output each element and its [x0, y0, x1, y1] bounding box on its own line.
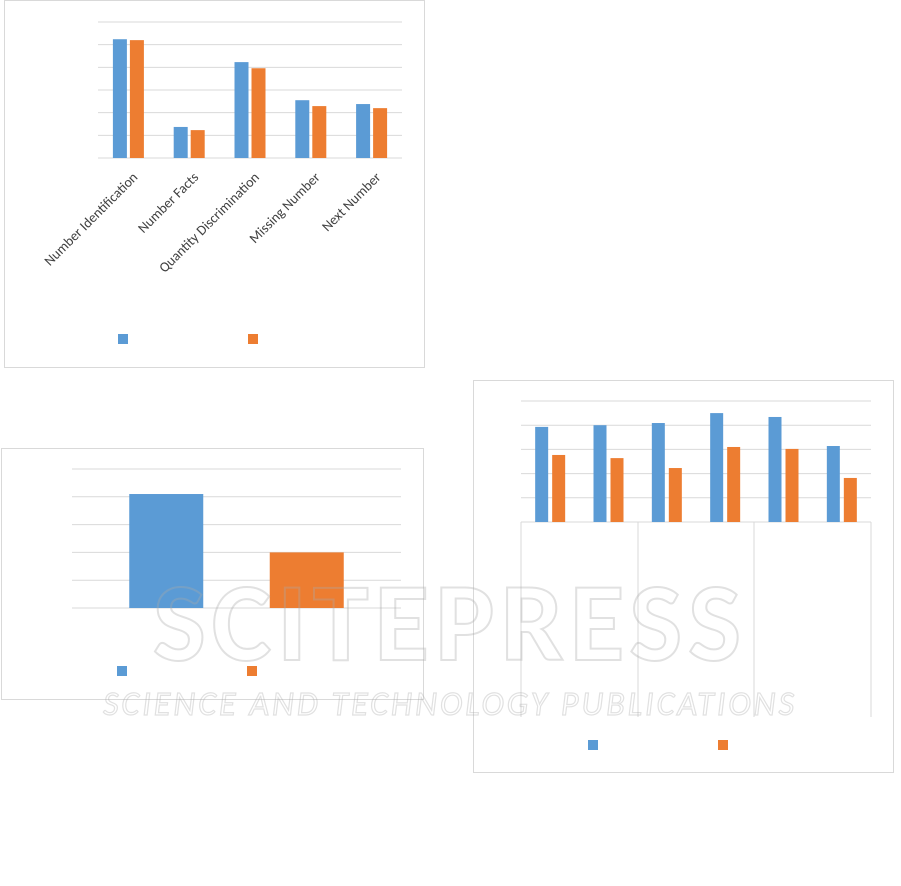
bar	[610, 458, 624, 522]
bar	[668, 468, 682, 522]
bar	[593, 425, 607, 522]
bar	[112, 39, 127, 158]
bar	[535, 426, 549, 522]
watermark: SCITEPRESS SCIENCE AND TECHNOLOGY PUBLIC…	[102, 553, 797, 726]
bar	[251, 68, 266, 158]
bar	[651, 423, 665, 522]
bar	[710, 413, 724, 522]
bar	[785, 448, 799, 522]
chart-frame	[4, 0, 425, 368]
bar	[768, 416, 782, 522]
bar	[552, 454, 566, 522]
legend-swatch	[248, 334, 258, 344]
bar	[129, 494, 204, 608]
chart-frame	[1, 448, 424, 700]
bar	[129, 40, 144, 159]
bar	[356, 104, 371, 158]
bar	[190, 130, 205, 158]
legend-swatch	[588, 740, 598, 750]
bar	[826, 446, 840, 522]
bar	[295, 100, 310, 158]
watermark-title: SCITEPRESS	[153, 554, 747, 691]
watermark-subtitle: SCIENCE AND TECHNOLOGY PUBLICATIONS	[103, 684, 797, 725]
legend-swatch	[718, 740, 728, 750]
bar	[373, 108, 388, 158]
bar	[173, 126, 188, 158]
legend-swatch	[118, 334, 128, 344]
legend-swatch	[247, 666, 257, 676]
bar	[727, 446, 741, 522]
category-grouping	[520, 522, 872, 717]
bar	[843, 477, 857, 522]
legend-swatch	[117, 666, 127, 676]
bar	[234, 62, 249, 159]
bar	[312, 106, 327, 158]
bar	[269, 552, 344, 608]
